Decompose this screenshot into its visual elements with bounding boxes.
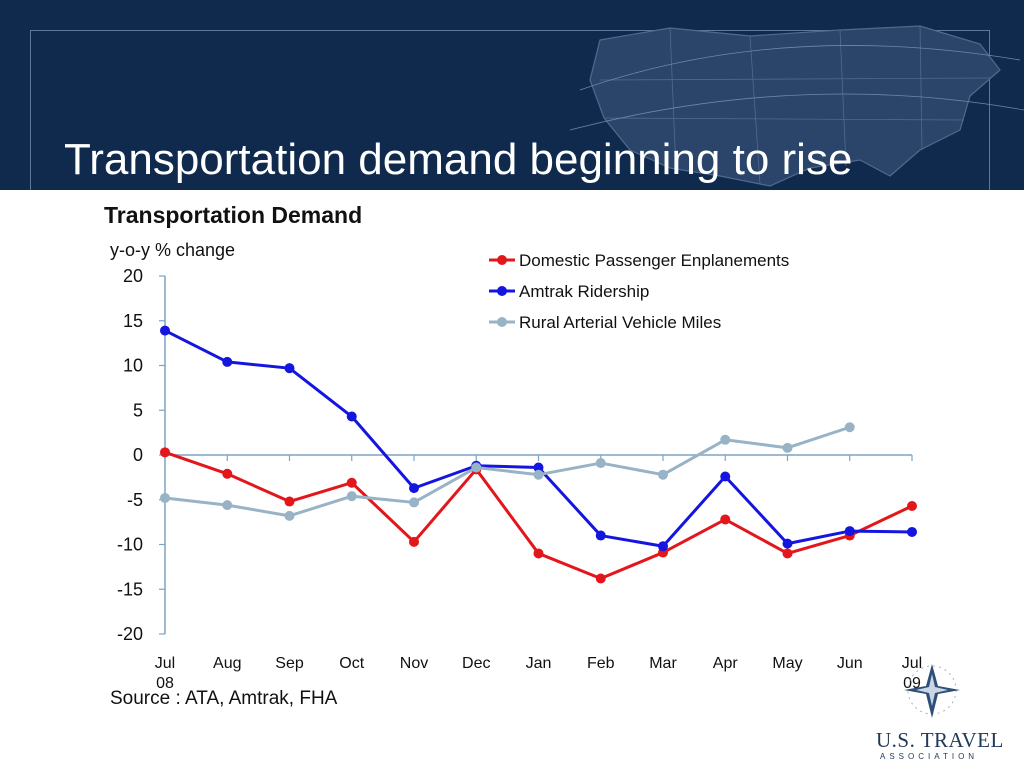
data-point-0 — [907, 501, 917, 512]
data-point-0 — [409, 536, 419, 547]
data-point-0 — [782, 548, 793, 559]
data-point-0 — [284, 496, 295, 507]
data-point-2 — [720, 434, 731, 445]
data-point-2 — [346, 491, 357, 502]
x-tick-label: Mar — [649, 655, 677, 672]
x-tick-label: Jan — [526, 655, 552, 672]
data-point-1 — [346, 411, 357, 422]
legend-marker-1 — [497, 286, 507, 296]
data-point-1 — [782, 538, 793, 549]
banner-frame — [30, 30, 990, 190]
legend-marker-0 — [497, 255, 507, 265]
data-point-2 — [222, 500, 233, 511]
x-tick-label: Apr — [713, 655, 739, 672]
data-point-1 — [720, 471, 731, 482]
source-note: Source : ATA, Amtrak, FHA — [110, 688, 338, 709]
data-point-1 — [907, 526, 917, 537]
x-tick-label: 08 — [156, 675, 174, 692]
data-point-2 — [658, 469, 668, 480]
data-point-0 — [595, 573, 606, 584]
x-tick-label: May — [772, 655, 802, 672]
data-point-2 — [533, 469, 544, 480]
legend-marker-2 — [497, 317, 507, 327]
legend-label-1: Amtrak Ridership — [519, 282, 649, 301]
data-point-1 — [844, 526, 855, 537]
y-tick-label: -15 — [117, 579, 143, 599]
data-point-1 — [658, 541, 668, 552]
y-tick-label: -20 — [117, 624, 143, 644]
data-point-2 — [160, 492, 170, 503]
data-point-0 — [222, 468, 233, 479]
y-tick-label: -10 — [117, 535, 143, 555]
star-logo-icon — [904, 664, 960, 718]
x-tick-label: Oct — [339, 655, 364, 672]
series-line-2 — [164, 425, 851, 518]
x-tick-label: Jul — [155, 655, 175, 672]
data-point-0 — [160, 447, 170, 458]
data-point-0 — [533, 548, 544, 559]
x-tick-label: Jun — [837, 655, 863, 672]
data-point-1 — [160, 325, 170, 336]
y-tick-label: 15 — [123, 311, 143, 331]
chart-title: Transportation Demand — [104, 202, 363, 228]
data-point-2 — [595, 458, 606, 469]
data-point-0 — [346, 477, 357, 488]
us-map-graphic — [569, 25, 1024, 187]
data-point-2 — [471, 462, 482, 473]
data-point-1 — [409, 483, 419, 494]
slide-title: Transportation demand beginning to rise — [64, 135, 853, 184]
x-tick-label: Nov — [400, 655, 428, 672]
y-axis-label: y-o-y % change — [110, 240, 236, 260]
x-tick-label: Dec — [462, 655, 490, 672]
data-point-1 — [595, 530, 606, 541]
data-point-1 — [533, 462, 544, 473]
data-point-0 — [720, 514, 731, 525]
y-tick-label: 5 — [133, 400, 143, 420]
x-tick-label: Feb — [587, 655, 615, 672]
y-tick-label: 0 — [133, 445, 143, 465]
data-point-1 — [222, 356, 233, 367]
logo-wordmark: U.S. TRAVEL — [876, 728, 1004, 752]
data-point-2 — [782, 442, 793, 453]
logo-subtitle: ASSOCIATION — [880, 752, 979, 761]
title-banner: Transportation demand beginning to rise — [0, 0, 1024, 190]
x-tick-label: Jul — [902, 655, 922, 672]
data-point-2 — [409, 497, 419, 508]
legend-label-0: Domestic Passenger Enplanements — [519, 251, 789, 270]
x-tick-label: Aug — [213, 655, 241, 672]
data-point-2 — [844, 422, 855, 433]
legend-label-2: Rural Arterial Vehicle Miles — [519, 313, 721, 332]
y-tick-label: 20 — [123, 266, 143, 286]
x-tick-label: Sep — [275, 655, 304, 672]
y-tick-label: -5 — [127, 490, 143, 510]
data-point-2 — [284, 510, 295, 521]
y-tick-label: 10 — [123, 356, 143, 376]
data-point-1 — [284, 363, 295, 374]
